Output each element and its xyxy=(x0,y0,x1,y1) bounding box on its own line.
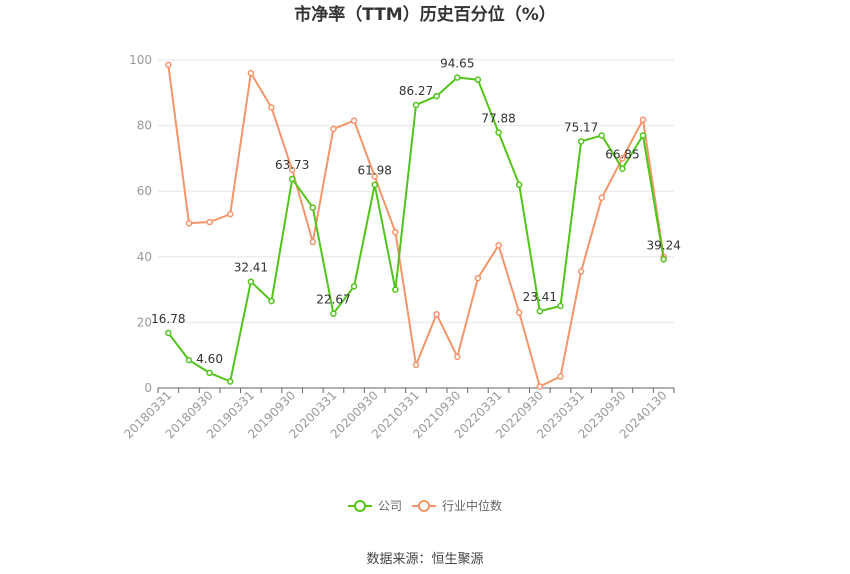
data-point xyxy=(412,361,420,369)
data-label: 66.85 xyxy=(605,148,639,162)
data-point xyxy=(639,132,647,139)
data-point xyxy=(165,61,172,69)
legend-label: 公司 xyxy=(378,499,402,513)
data-point xyxy=(309,238,317,246)
legend-item[interactable]: 公司 xyxy=(348,499,402,513)
legend[interactable]: 公司 行业中位数 xyxy=(348,498,502,513)
data-point xyxy=(288,175,296,183)
data-point xyxy=(247,278,255,285)
data-label: 75.17 xyxy=(564,120,598,134)
data-point xyxy=(474,274,482,282)
data-label: 22.67 xyxy=(316,293,350,307)
chart-title: 市净率（TTM）历史百分位（%） xyxy=(294,4,556,25)
data-label: 61.98 xyxy=(358,164,392,178)
data-point xyxy=(515,309,523,316)
legend-label: 行业中位数 xyxy=(442,498,502,513)
data-point xyxy=(515,181,523,188)
data-point xyxy=(226,210,234,218)
data-point xyxy=(495,242,502,249)
data-label: 86.27 xyxy=(399,84,433,98)
data-point xyxy=(330,310,337,317)
data-source: 数据来源：恒生聚源 xyxy=(366,552,483,567)
data-label: 39.24 xyxy=(647,238,681,252)
y-tick-label: 0 xyxy=(144,381,152,395)
data-point xyxy=(206,218,213,226)
data-point xyxy=(165,329,172,337)
data-label: 23.41 xyxy=(523,290,557,304)
data-point xyxy=(371,173,378,180)
data-label: 4.60 xyxy=(196,352,223,366)
data-point xyxy=(577,268,585,275)
data-point xyxy=(598,132,606,139)
data-label: 16.78 xyxy=(151,312,185,326)
data-point xyxy=(350,117,358,124)
data-point xyxy=(454,74,461,81)
y-tick-label: 20 xyxy=(137,315,152,329)
data-point xyxy=(392,228,399,236)
data-point xyxy=(557,373,564,380)
legend-item[interactable]: 行业中位数 xyxy=(412,498,502,513)
data-label: 32.41 xyxy=(234,261,268,275)
data-label: 77.88 xyxy=(481,112,515,126)
data-point xyxy=(474,76,482,83)
y-tick-label: 40 xyxy=(137,250,152,264)
y-tick-label: 80 xyxy=(137,119,152,133)
data-point xyxy=(268,104,275,111)
legend-marker-icon xyxy=(418,500,430,512)
data-point xyxy=(185,356,193,364)
data-point xyxy=(454,353,461,361)
data-label: 94.65 xyxy=(440,57,474,71)
data-point xyxy=(392,286,399,293)
data-point xyxy=(577,138,585,145)
data-point xyxy=(371,181,378,188)
y-tick-label: 60 xyxy=(137,184,152,198)
data-point xyxy=(206,369,213,377)
data-point xyxy=(660,256,667,263)
data-point xyxy=(350,283,358,290)
series-layer xyxy=(165,61,667,390)
data-label: 63.73 xyxy=(275,158,309,172)
x-axis-ticks: 2018033120180930201903312019093020200331… xyxy=(121,388,675,441)
data-point xyxy=(495,129,502,136)
data-point xyxy=(619,165,626,172)
data-point xyxy=(639,116,647,123)
legend-marker-icon xyxy=(354,500,366,512)
data-point xyxy=(536,307,544,315)
data-point xyxy=(288,166,296,174)
data-point xyxy=(557,302,564,310)
data-point xyxy=(433,310,440,318)
data-labels: 16.78 4.60 32.41 63.73 22.67 61.98 86.27 94.65 7… xyxy=(151,57,681,366)
data-point xyxy=(226,378,234,385)
data-point xyxy=(185,220,193,227)
data-point xyxy=(247,69,255,77)
data-point xyxy=(412,101,420,109)
y-tick-label: 100 xyxy=(129,53,152,67)
y-axis-ticks: 0 20 40 60 80 100 xyxy=(129,53,152,395)
data-point xyxy=(598,194,606,202)
data-point xyxy=(330,125,337,133)
data-point xyxy=(536,383,544,390)
data-point xyxy=(433,92,440,100)
data-point xyxy=(619,155,626,162)
grid xyxy=(158,59,674,323)
data-point xyxy=(309,204,317,211)
data-point xyxy=(268,297,275,305)
